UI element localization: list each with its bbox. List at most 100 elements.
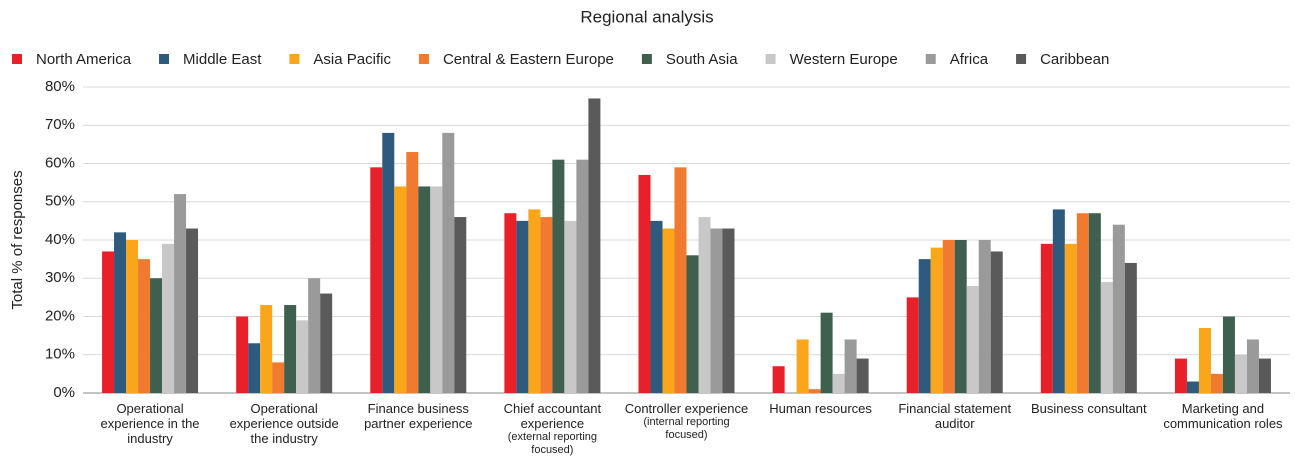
bar: [1088, 213, 1101, 393]
bar: [1258, 358, 1271, 393]
legend-label: South Asia: [666, 51, 738, 68]
x-tick-label: Controller experience (internal reporting…: [622, 401, 752, 442]
category-name: Financial statement auditor: [898, 401, 1012, 431]
y-tick-label: 30%: [45, 269, 75, 286]
bar: [576, 159, 589, 393]
bar: [796, 339, 809, 393]
category-name: Human resources: [769, 401, 872, 416]
bar: [698, 217, 711, 393]
category-name: Finance business partner experience: [364, 401, 473, 431]
category-name: Operational experience outside the indus…: [229, 401, 339, 446]
bar: [564, 220, 577, 393]
legend-label: Africa: [950, 51, 989, 68]
bar: [418, 186, 431, 393]
category-name: Marketing and communication roles: [1163, 401, 1283, 431]
legend-swatch: [159, 54, 170, 64]
bar: [820, 312, 833, 393]
bar: [260, 305, 273, 393]
bar: [674, 167, 687, 393]
bar: [686, 255, 699, 393]
bar: [1076, 213, 1089, 393]
bar: [162, 243, 175, 393]
bar: [454, 217, 467, 393]
bar: [650, 220, 663, 393]
bar: [138, 259, 151, 393]
x-tick-label: Marketing and communication roles: [1158, 401, 1288, 431]
bar: [1246, 339, 1259, 393]
legend-swatch: [641, 54, 652, 64]
bar: [990, 251, 1003, 393]
y-tick-label: 40%: [45, 231, 75, 248]
bar: [1100, 282, 1113, 393]
bar: [394, 186, 407, 393]
x-tick-label: Finance business partner experience: [353, 401, 483, 431]
y-tick-label: 20%: [45, 307, 75, 324]
bar: [370, 167, 383, 393]
y-tick-label: 10%: [45, 346, 75, 363]
bar: [248, 343, 261, 393]
bar: [954, 240, 967, 393]
bar: [930, 247, 943, 393]
category-name: Chief accountant experience: [503, 401, 602, 431]
bar: [272, 362, 285, 393]
y-tick-label: 0%: [53, 384, 75, 401]
bar: [552, 159, 565, 393]
bar: [174, 194, 187, 393]
bar: [844, 339, 857, 393]
bar: [1186, 381, 1199, 393]
x-tick-label: Operational experience in the industry: [85, 401, 215, 446]
legend-swatch: [765, 54, 776, 64]
bar: [808, 389, 821, 393]
bar: [382, 132, 395, 393]
bar: [284, 305, 297, 393]
bar: [772, 366, 785, 393]
category-note: (internal reporting focused): [643, 416, 730, 441]
bar: [540, 217, 553, 393]
bar: [710, 228, 723, 393]
bar: [406, 152, 419, 393]
bar: [1052, 209, 1065, 393]
y-tick-label: 50%: [45, 193, 75, 210]
bar: [504, 213, 517, 393]
x-tick-label: Financial statement auditor: [890, 401, 1020, 431]
category-note: (external reporting focused): [507, 431, 598, 456]
y-tick-label: 70%: [45, 116, 75, 133]
category-name: Operational experience in the industry: [100, 401, 200, 446]
bar: [516, 220, 529, 393]
legend-swatch: [925, 54, 936, 64]
bar: [918, 259, 931, 393]
bar: [186, 228, 199, 393]
x-tick-label: Chief accountant experience (external rep…: [487, 401, 617, 457]
bar: [102, 251, 115, 393]
y-tick-label: 60%: [45, 154, 75, 171]
bar: [528, 209, 541, 393]
bar: [978, 240, 991, 393]
bar: [942, 240, 955, 393]
bar: [126, 240, 139, 393]
bar: [906, 297, 919, 393]
bar: [1064, 243, 1077, 393]
x-tick-label: Human resources: [756, 401, 886, 416]
bar: [638, 174, 651, 393]
bar: [1112, 224, 1125, 393]
legend-label: North America: [36, 51, 132, 68]
y-axis-label: Total % of responses: [9, 170, 26, 309]
legend-label: Middle East: [183, 51, 262, 68]
bar: [1222, 316, 1235, 393]
bar: [662, 228, 675, 393]
bar: [1210, 373, 1223, 393]
legend-swatch: [12, 54, 22, 64]
bar: [1124, 262, 1137, 393]
category-name: Business consultant: [1031, 401, 1147, 416]
legend-label: Central & Eastern Europe: [443, 51, 614, 68]
bar: [442, 132, 455, 393]
legend-swatch: [1016, 54, 1027, 64]
category-name: Controller experience: [624, 401, 749, 416]
x-tick-label: Business consultant: [1024, 401, 1154, 416]
bar: [114, 232, 127, 393]
chart-subtitle: Regional analysis: [580, 7, 713, 26]
bar: [308, 278, 321, 393]
legend-swatch: [289, 54, 300, 64]
